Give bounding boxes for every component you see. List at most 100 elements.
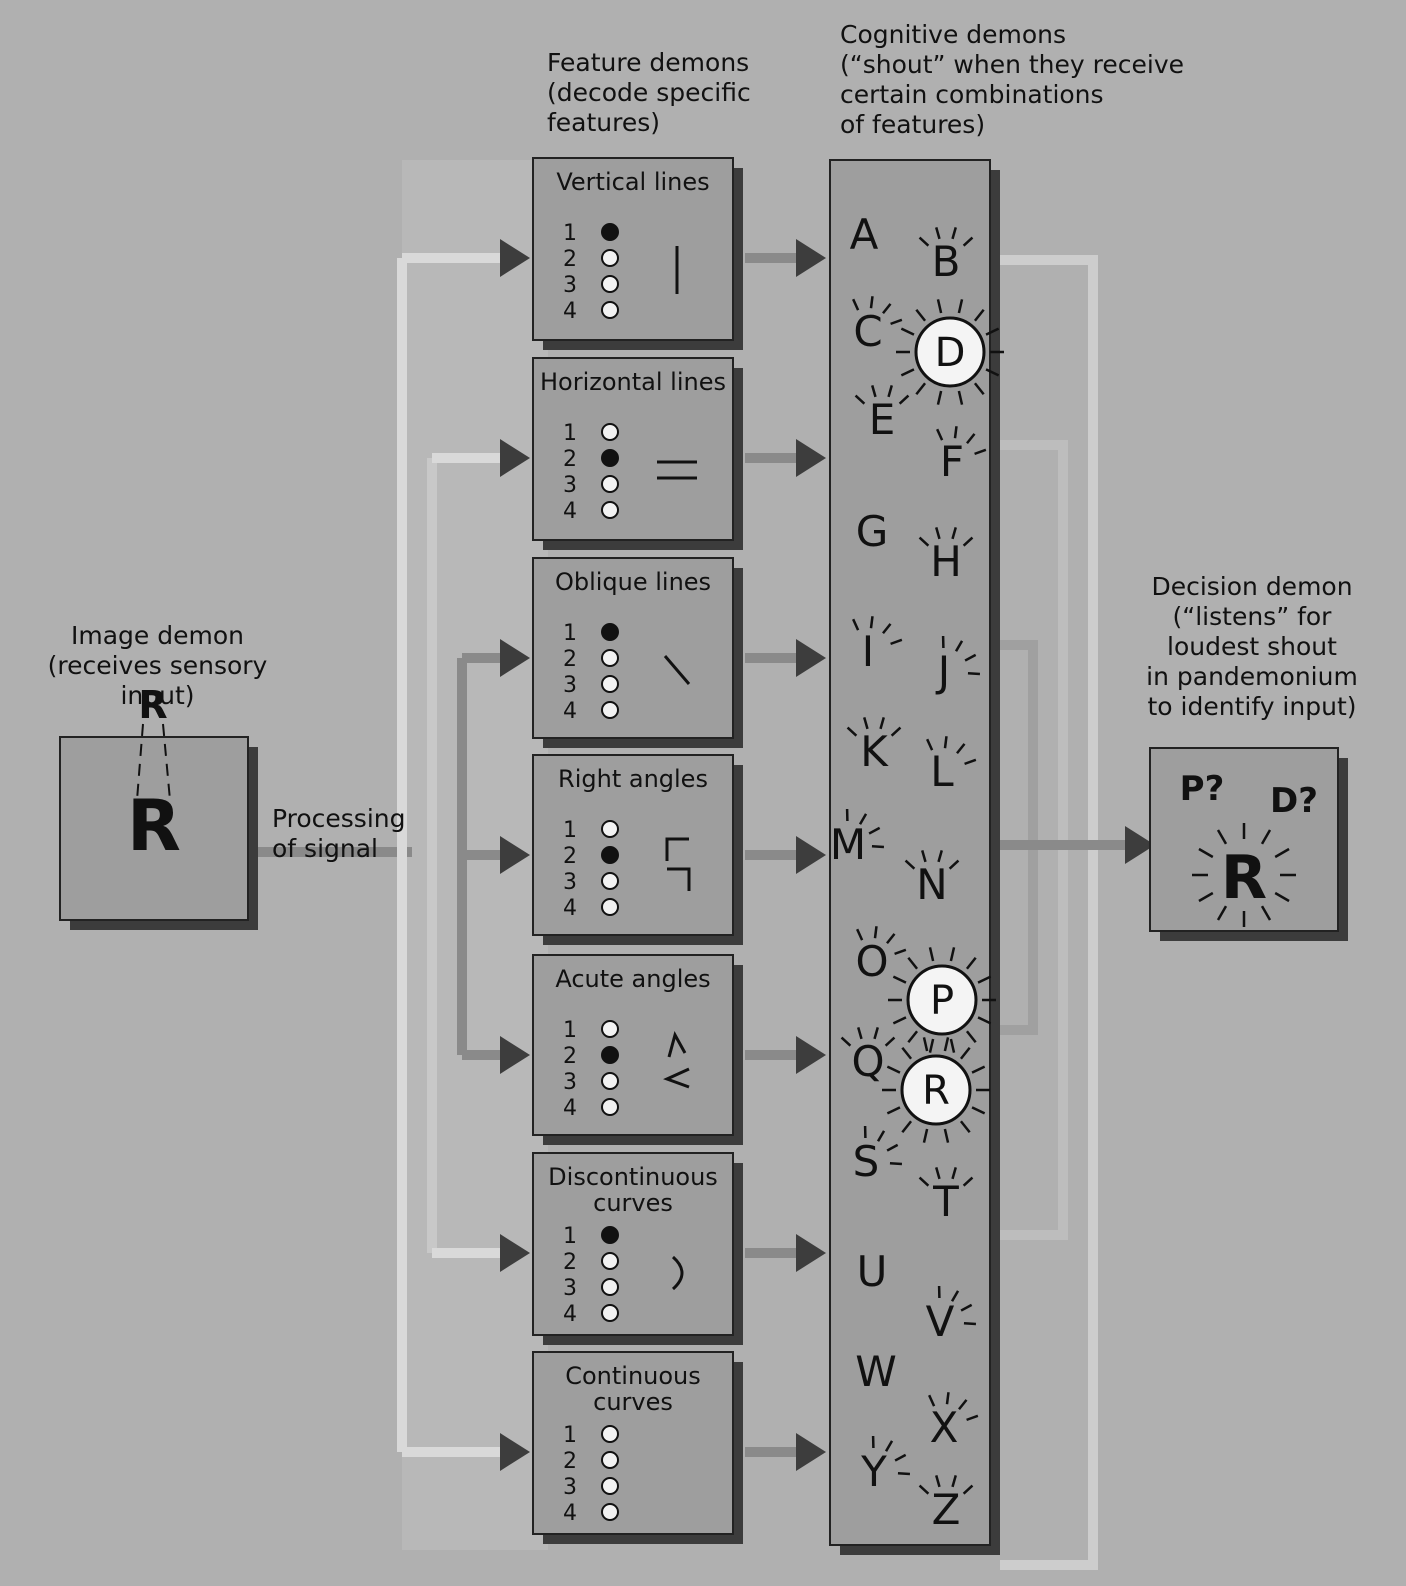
- shout-mark-T: [918, 1176, 930, 1187]
- shout-mark-Y: [884, 1440, 894, 1452]
- cognitive-demons-header: Cognitive demons (“shout” when they rece…: [840, 20, 1184, 140]
- feature-box-4: [532, 754, 734, 936]
- feature-header-line2: (decode specific: [547, 78, 751, 107]
- shout-mark-S: [876, 1130, 886, 1142]
- cognitive-letter-X: X: [930, 1403, 959, 1452]
- shout-ray-P: [965, 957, 977, 970]
- shout-mark-H: [935, 527, 941, 540]
- icon-acute-angle-bottom: [663, 1067, 690, 1089]
- shout-mark-H: [951, 527, 957, 540]
- shout-mark-L: [956, 743, 966, 755]
- shout-mark-Z: [935, 1475, 941, 1488]
- feature-3-row-number-1: 1: [563, 621, 577, 646]
- feature-box-5: [532, 954, 734, 1136]
- feature-out-arrow-5: [796, 1036, 826, 1074]
- decision-shout-ray: [1216, 905, 1228, 921]
- decision-demon-box: [1149, 747, 1339, 932]
- feature-3-indicator-2: [601, 649, 619, 667]
- feature-1-indicator-4: [601, 301, 619, 319]
- icon-right-angle-bottom: [667, 867, 691, 891]
- shout-ray-P: [977, 1016, 992, 1025]
- feature-4-row-number-4: 4: [563, 896, 577, 921]
- cognitive-letter-B: B: [932, 237, 961, 286]
- cognitive-letter-L: L: [930, 747, 954, 796]
- shout-ray-P: [907, 957, 919, 970]
- projection-line-right: [162, 723, 171, 801]
- decision-shout-ray: [1274, 847, 1290, 859]
- feature-demons-header: Feature demons (decode specific features…: [547, 48, 751, 138]
- feature-5-indicator-2: [601, 1046, 619, 1064]
- decision-shout-ray: [1274, 891, 1290, 903]
- shout-mark-L: [943, 736, 948, 749]
- decision-shout-ray: [1198, 847, 1214, 859]
- decision-guess-2: D?: [1270, 781, 1318, 821]
- feature-title-3: Oblique lines: [555, 568, 711, 596]
- shout-ray-P: [965, 1030, 977, 1043]
- shout-ray-R: [922, 1037, 929, 1052]
- feature-out-arrow-6: [796, 1234, 826, 1272]
- shout-mark-N: [904, 859, 916, 870]
- feature-out-arrow-4: [796, 836, 826, 874]
- icon-oblique-line: [663, 655, 691, 685]
- shout-mark-O: [856, 928, 864, 941]
- shout-mark-J: [954, 640, 964, 652]
- shout-ray-P: [892, 1016, 907, 1025]
- shout-ray-D: [900, 368, 915, 377]
- feature-2-indicator-3: [601, 475, 619, 493]
- feature-4-indicator-4: [601, 898, 619, 916]
- branch-arrow-6: [500, 1234, 530, 1272]
- image-demon-box: [59, 736, 249, 921]
- projection-line-left: [136, 723, 144, 801]
- feature-3-row-number-3: 3: [563, 673, 577, 698]
- feature-title-5: Acute angles: [555, 965, 710, 993]
- cognitive-letter-J: J: [935, 647, 950, 696]
- feature-1-row-number-3: 3: [563, 273, 577, 298]
- shout-mark-L: [964, 758, 977, 766]
- shout-mark-J: [964, 653, 977, 662]
- cognitive-letter-W: W: [855, 1347, 897, 1396]
- shout-mark-T: [962, 1176, 974, 1187]
- cognitive-letter-G: G: [856, 507, 889, 556]
- feature-title-1: Vertical lines: [556, 168, 709, 196]
- cognitive-letter-F: F: [940, 437, 964, 486]
- branch-arrow-4: [500, 836, 530, 874]
- feature-6-indicator-3: [601, 1278, 619, 1296]
- shout-ray-D: [973, 382, 985, 395]
- feature-title2-6: curves: [593, 1189, 673, 1217]
- feature-6-indicator-4: [601, 1304, 619, 1322]
- shout-ray-R: [886, 1065, 901, 1074]
- shout-mark-M: [871, 845, 885, 849]
- image-demon-label: Image demon (receives sensory input): [20, 621, 295, 711]
- shout-mark-B: [951, 227, 957, 240]
- cognitive-letter-D: D: [935, 330, 966, 376]
- branch-arrow-5: [500, 1036, 530, 1074]
- shout-mark-I: [882, 623, 892, 635]
- shout-mark-I: [869, 616, 874, 629]
- feature-title2-7: curves: [593, 1388, 673, 1416]
- feature-box-1: [532, 157, 734, 341]
- shout-mark-B: [918, 236, 930, 247]
- shout-ray-P: [977, 975, 992, 984]
- feature-out-arrow-1: [796, 239, 826, 277]
- shout-mark-V: [950, 1290, 960, 1302]
- feature-2-indicator-2: [601, 449, 619, 467]
- shout-mark-C: [869, 296, 874, 309]
- feature-box-3: [532, 557, 734, 739]
- feature-2-row-number-2: 2: [563, 447, 577, 472]
- shout-ray-P: [892, 975, 907, 984]
- feature-2-indicator-4: [601, 501, 619, 519]
- shout-ray-R: [959, 1120, 971, 1133]
- feature-3-indicator-3: [601, 675, 619, 693]
- feature-7-row-number-4: 4: [563, 1501, 577, 1526]
- shout-mark-Y: [894, 1453, 907, 1462]
- shout-mark-X: [928, 1394, 936, 1407]
- shout-mark-T: [951, 1167, 957, 1180]
- circled-letter-ring-R: [900, 1054, 972, 1126]
- shout-mark-F: [974, 448, 987, 456]
- feature-1-indicator-1: [601, 223, 619, 241]
- shout-mark-M: [858, 813, 868, 825]
- feature-title-4: Right angles: [558, 765, 708, 793]
- image-demon-label-line1: Image demon: [71, 621, 244, 650]
- feature-2-row-number-4: 4: [563, 499, 577, 524]
- shout-ray-R: [959, 1047, 971, 1060]
